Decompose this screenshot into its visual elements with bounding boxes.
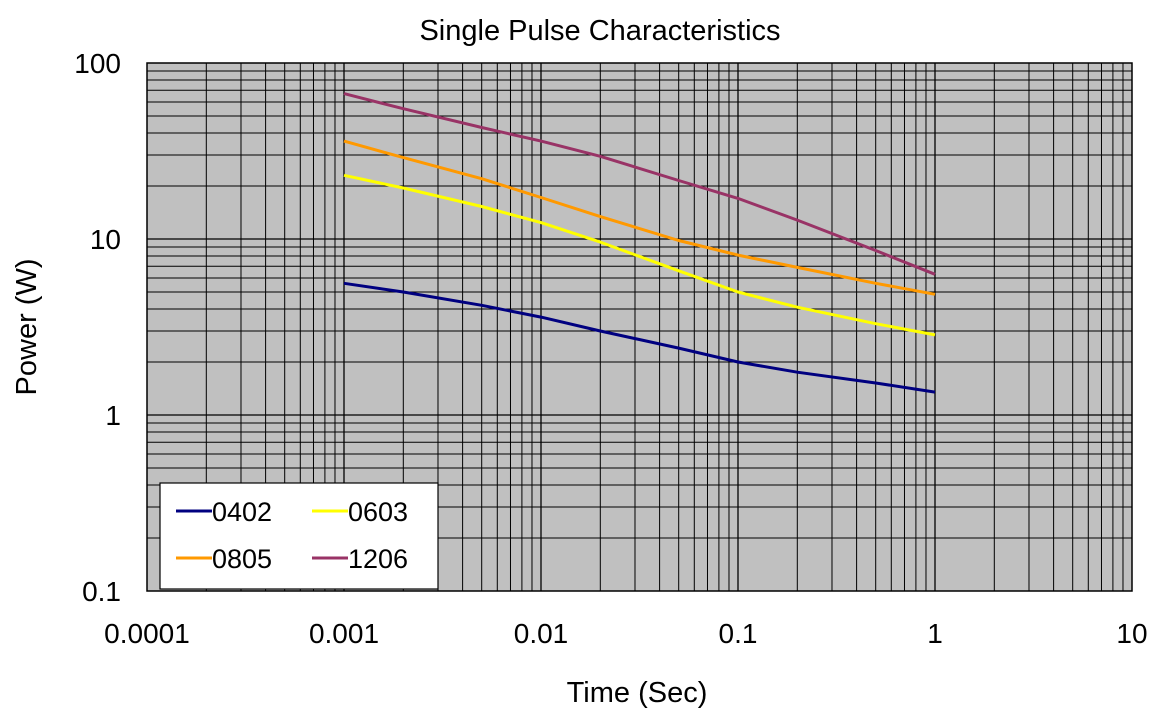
y-tick-label: 0.1 bbox=[82, 576, 121, 607]
legend-label-1206: 1206 bbox=[348, 544, 408, 574]
x-tick-label: 0.0001 bbox=[104, 618, 190, 649]
series-line-0603 bbox=[343, 173, 936, 337]
x-tick-label: 0.001 bbox=[309, 618, 379, 649]
series-line-1206 bbox=[343, 92, 936, 276]
series-line-0805 bbox=[343, 139, 936, 296]
y-tick-label: 10 bbox=[90, 224, 121, 255]
chart-title: Single Pulse Characteristics bbox=[419, 15, 780, 47]
y-tick-label: 1 bbox=[105, 400, 121, 431]
legend: 0402 0603 0805 1206 bbox=[159, 482, 439, 590]
legend-box bbox=[159, 482, 439, 590]
x-tick-label: 10 bbox=[1116, 618, 1147, 649]
y-axis-label: Power (W) bbox=[11, 259, 43, 396]
x-tick-label: 0.1 bbox=[719, 618, 758, 649]
series-lines bbox=[343, 92, 936, 394]
legend-label-0805: 0805 bbox=[212, 544, 272, 574]
y-tick-labels: 0.1 1 10 100 bbox=[74, 48, 121, 607]
x-tick-label: 0.01 bbox=[514, 618, 569, 649]
y-tick-label: 100 bbox=[74, 48, 121, 79]
series-line-0402 bbox=[343, 281, 936, 394]
legend-label-0603: 0603 bbox=[348, 497, 408, 527]
x-tick-label: 1 bbox=[927, 618, 943, 649]
x-tick-labels: 0.0001 0.001 0.01 0.1 1 10 bbox=[104, 618, 1147, 649]
x-axis-label: Time (Sec) bbox=[567, 677, 708, 709]
legend-label-0402: 0402 bbox=[212, 497, 272, 527]
